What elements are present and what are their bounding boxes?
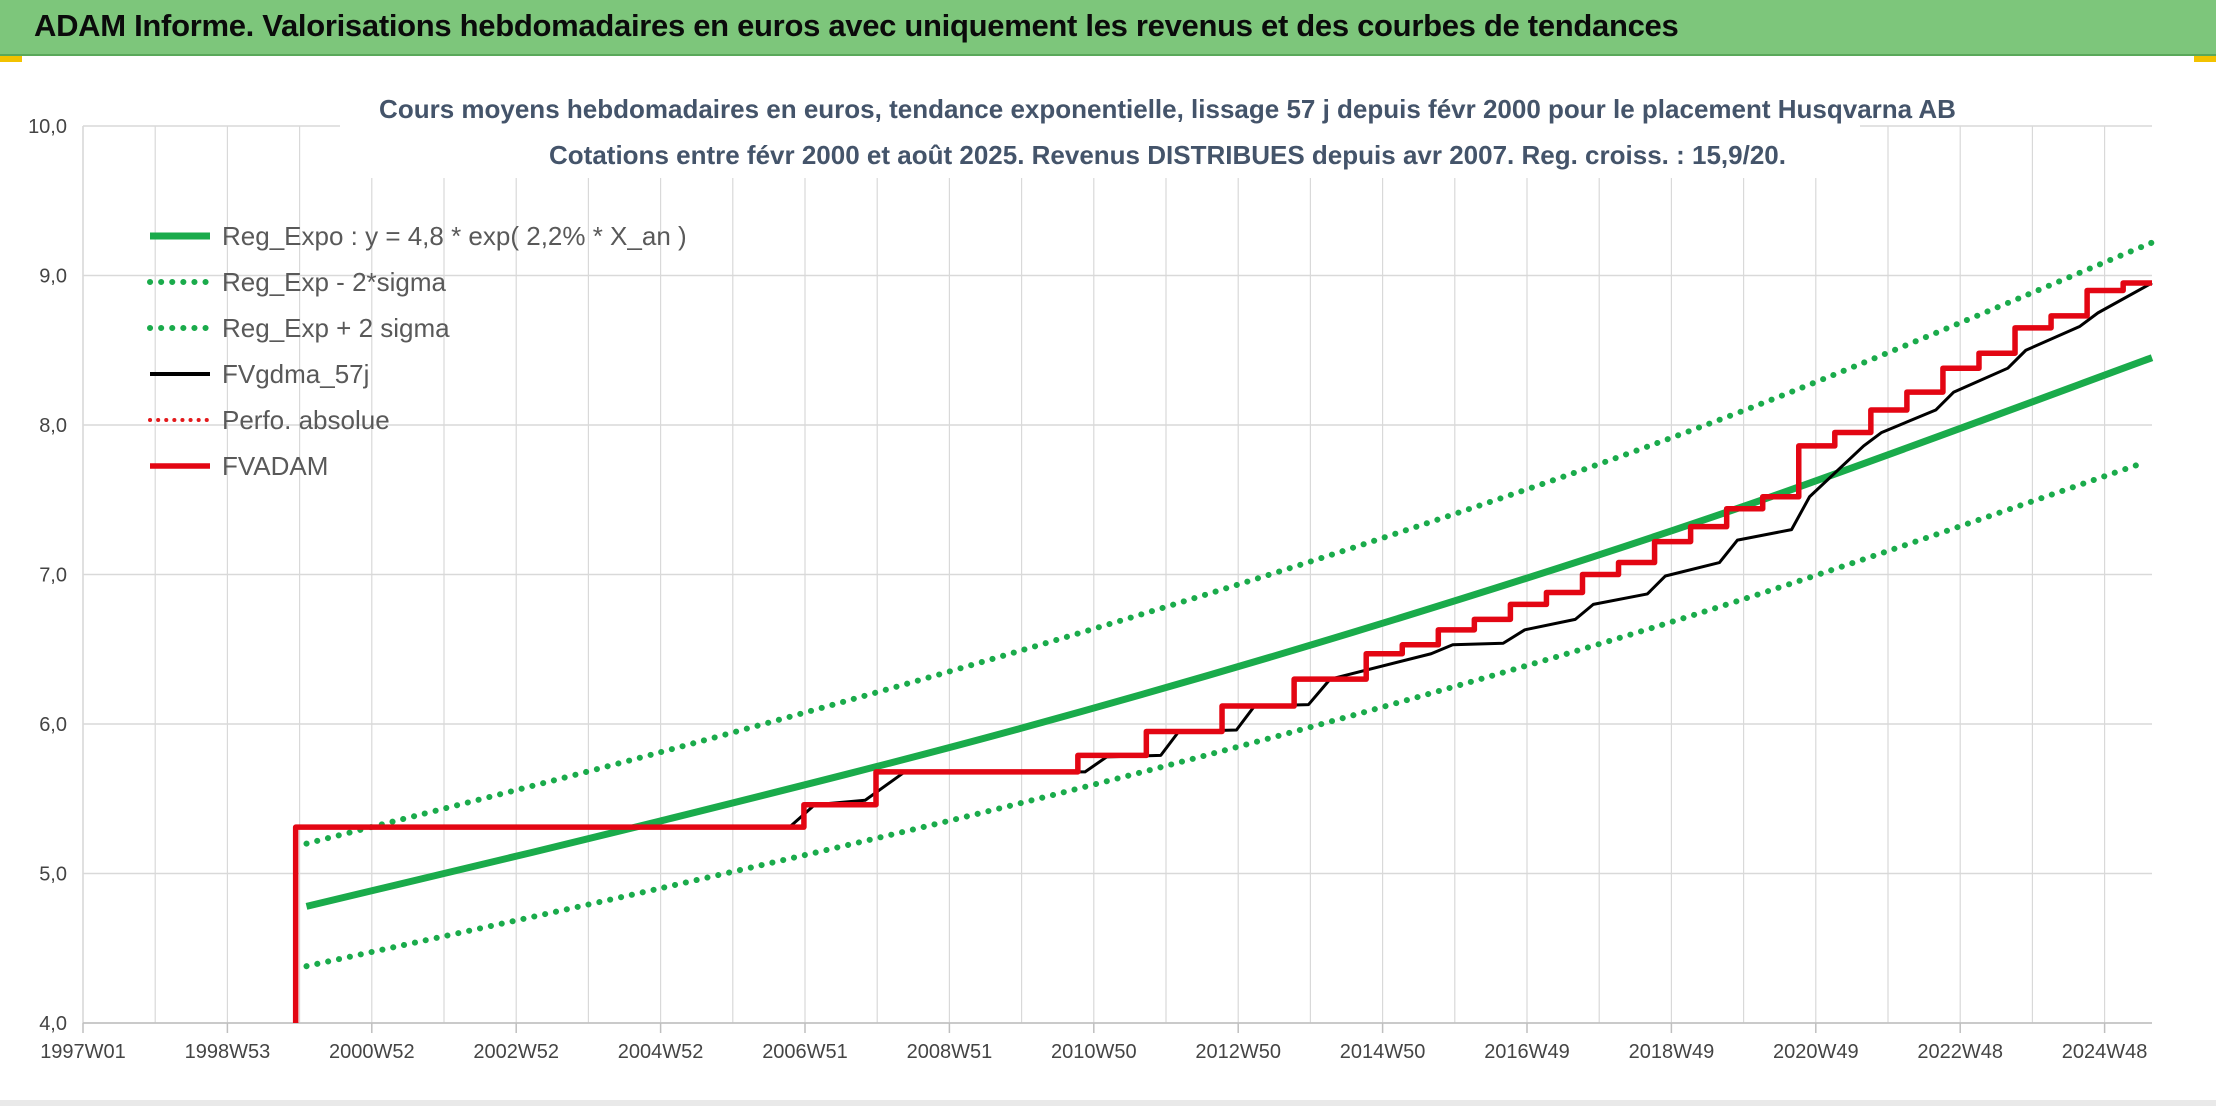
x-tick-label: 2020W49 (1773, 1041, 1859, 1063)
y-tick-label: 8,0 (39, 415, 67, 437)
y-tick-label: 7,0 (39, 565, 67, 587)
chart: 4,0 5,0 6,0 7,0 8,0 9,0 10,0 1997W01 1998W53 200… (28, 86, 2155, 1063)
report-title: ADAM Informe. Valorisations hebdomadaire… (34, 8, 1679, 43)
chart-title-group: Cours moyens hebdomadaires en euros, ten… (340, 86, 1956, 178)
x-tick-label: 2006W51 (762, 1041, 848, 1063)
y-tick-label: 9,0 (39, 266, 67, 288)
y-tick-label: 6,0 (39, 714, 67, 736)
corner-marker-left (0, 56, 22, 62)
x-tick-label: 2000W52 (329, 1041, 415, 1063)
legend-label: Reg_Exp - 2*sigma (222, 267, 447, 297)
x-tick-label: 2024W48 (2062, 1041, 2148, 1063)
y-tick-label: 5,0 (39, 864, 67, 886)
corner-marker-right (2194, 56, 2216, 62)
x-tick-label: 1998W53 (185, 1041, 271, 1063)
series-line-6 (292, 280, 2152, 1023)
x-tick-label: 2014W50 (1340, 1041, 1426, 1063)
x-tick-label: 2012W50 (1195, 1041, 1281, 1063)
chart-title-background (340, 86, 1860, 178)
x-tick-label: 2022W48 (1917, 1041, 2003, 1063)
y-tick-label: 10,0 (28, 116, 67, 138)
x-tick-label: 2018W49 (1629, 1041, 1715, 1063)
x-tick-label: 1997W01 (40, 1041, 126, 1063)
series-line-2 (303, 459, 2148, 970)
legend-label: FVgdma_57j (222, 359, 369, 389)
report-header: ADAM Informe. Valorisations hebdomadaire… (0, 0, 2216, 56)
series-line-4 (306, 281, 2153, 829)
x-axis-ticks: 1997W01 1998W53 2000W52 2002W52 2004W52 2006W… (40, 1023, 2147, 1063)
y-axis-ticks: 4,0 5,0 6,0 7,0 8,0 9,0 10,0 (28, 116, 67, 1035)
x-tick-label: 2008W51 (907, 1041, 993, 1063)
chart-subtitle: Cotations entre févr 2000 et août 2025. … (549, 140, 1786, 170)
legend-label: Reg_Exp + 2 sigma (222, 313, 450, 343)
chart-area: 4,0 5,0 6,0 7,0 8,0 9,0 10,0 1997W01 1998W53 200… (0, 58, 2216, 1106)
x-tick-label: 2004W52 (618, 1041, 704, 1063)
series-line-1 (305, 354, 2154, 910)
chart-title: Cours moyens hebdomadaires en euros, ten… (379, 94, 1956, 124)
series-line-3 (303, 239, 2155, 847)
x-tick-label: 2016W49 (1484, 1041, 1570, 1063)
series (292, 239, 2155, 1023)
bottom-strip (0, 1100, 2216, 1106)
legend-label: FVADAM (222, 451, 328, 481)
y-tick-label: 4,0 (39, 1013, 67, 1035)
x-tick-label: 2010W50 (1051, 1041, 1137, 1063)
grid (82, 125, 2152, 1024)
legend-label: Reg_Expo : y = 4,8 * exp( 2,2% * X_an ) (222, 221, 687, 251)
x-tick-label: 2002W52 (473, 1041, 559, 1063)
legend-label: Perfo. absolue (222, 405, 390, 435)
legend: Reg_Expo : y = 4,8 * exp( 2,2% * X_an ) R… (147, 221, 687, 481)
